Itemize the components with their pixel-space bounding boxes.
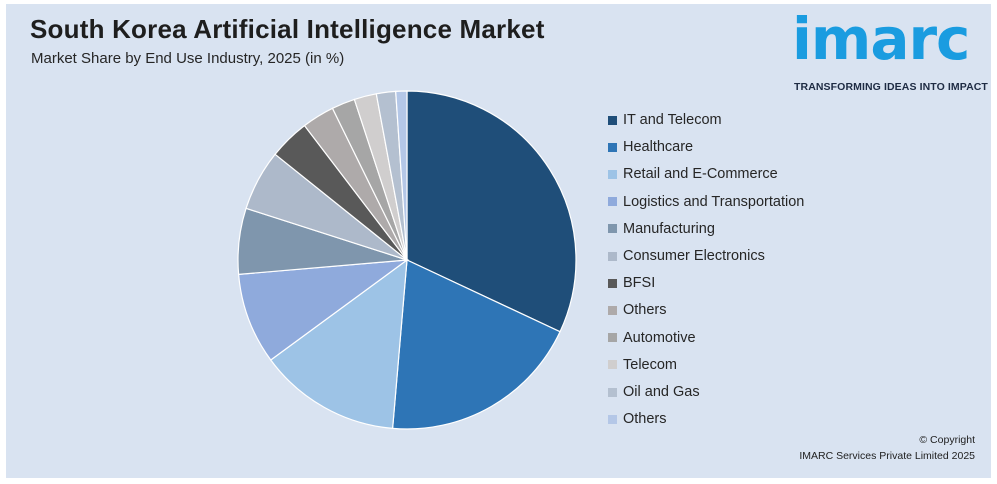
legend-swatch — [608, 278, 617, 288]
chart-subtitle: Market Share by End Use Industry, 2025 (… — [31, 50, 345, 67]
chart-title: South Korea Artificial Intelligence Mark… — [30, 14, 545, 44]
copyright-notice: © Copyright IMARC Services Private Limit… — [799, 432, 975, 464]
legend-swatch — [608, 305, 617, 315]
legend-swatch — [608, 115, 617, 125]
legend-swatch — [608, 414, 617, 424]
legend-item-logistics-and-transportation-3: Logistics and Transportation — [608, 192, 804, 212]
legend-label: Telecom — [623, 356, 677, 373]
legend-label: BFSI — [623, 275, 656, 292]
legend-item-healthcare-1: Healthcare — [608, 137, 693, 157]
legend-item-automotive-8: Automotive — [608, 328, 696, 348]
legend-label: Manufacturing — [623, 220, 715, 237]
copyright-line-1: © Copyright — [919, 434, 975, 446]
legend-item-consumer-electronics-5: Consumer Electronics — [608, 246, 765, 266]
legend-label: Logistics and Transportation — [623, 193, 805, 210]
pie-slice-logistics-and-transportation-3 — [237, 259, 410, 361]
legend-item-oil-and-gas-10: Oil and Gas — [608, 382, 700, 402]
legend-swatch — [608, 387, 617, 397]
legend-item-others-7: Others — [608, 300, 667, 320]
legend-label: Healthcare — [623, 139, 694, 156]
pie-slice-healthcare-1 — [391, 259, 561, 430]
legend-label: Others — [623, 302, 667, 319]
pie-slice-others-11 — [395, 90, 408, 261]
legend-label: Automotive — [623, 329, 696, 346]
pie-slice-retail-and-e-commerce-2 — [269, 258, 408, 430]
legend-item-telecom-9: Telecom — [608, 355, 677, 375]
legend-label: IT and Telecom — [623, 112, 722, 128]
legend-item-it-and-telecom-0: IT and Telecom — [608, 110, 722, 130]
logo-tagline: TRANSFORMING IDEAS INTO IMPACT — [794, 81, 988, 93]
imarc-logo: imarc TRANSFORMING IDEAS INTO IMPACT — [792, 5, 988, 96]
legend-swatch — [608, 251, 617, 261]
legend-swatch — [608, 169, 617, 179]
legend-item-bfsi-6: BFSI — [608, 273, 655, 293]
legend-item-retail-and-e-commerce-2: Retail and E-Commerce — [608, 164, 778, 184]
legend-label: Retail and E-Commerce — [623, 166, 778, 183]
legend-swatch — [608, 142, 617, 152]
legend-swatch — [608, 360, 617, 370]
legend-item-others-11: Others — [608, 409, 667, 429]
legend-swatch — [608, 224, 617, 234]
pie-slices — [237, 90, 577, 430]
copyright-line-2: IMARC Services Private Limited 2025 — [799, 450, 975, 462]
logo-wordmark: imarc — [792, 5, 970, 73]
legend-swatch — [608, 197, 617, 207]
legend-label: Consumer Electronics — [623, 248, 765, 264]
legend-label: Others — [623, 411, 667, 428]
legend-item-manufacturing-4: Manufacturing — [608, 219, 715, 239]
legend-swatch — [608, 333, 617, 343]
pie-slice-it-and-telecom-0 — [406, 90, 577, 333]
legend-label: Oil and Gas — [623, 384, 700, 400]
